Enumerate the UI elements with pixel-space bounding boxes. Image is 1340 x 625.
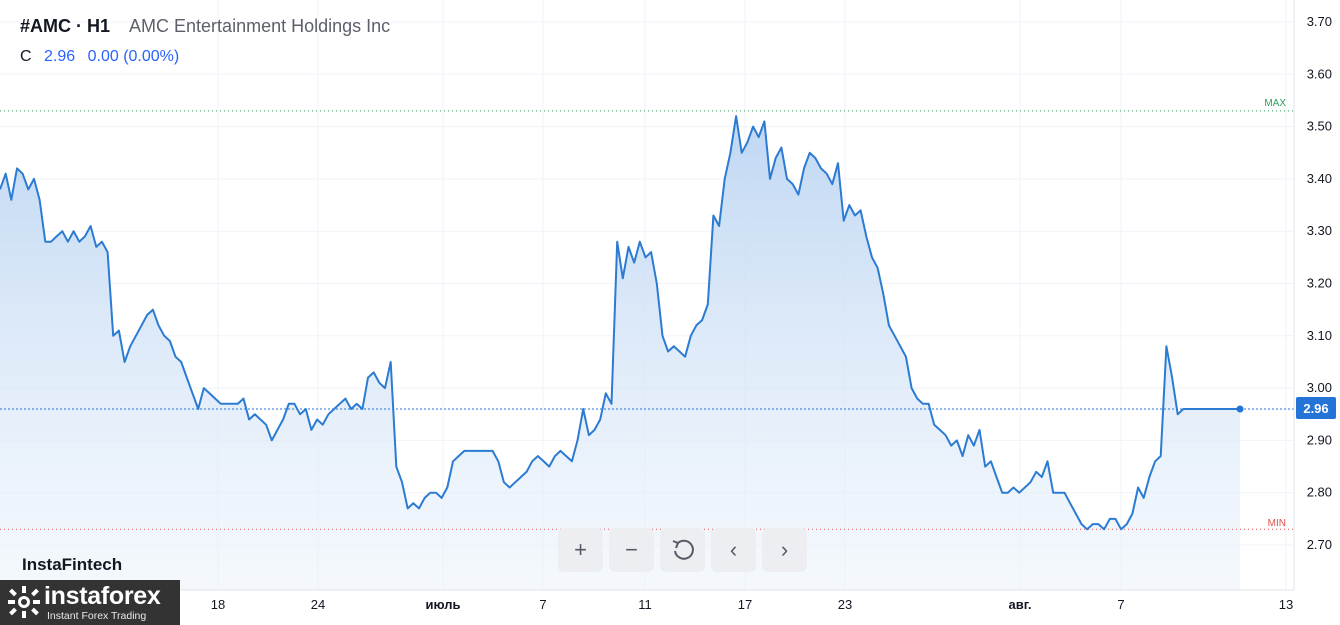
- zoom-in-button[interactable]: +: [558, 528, 603, 572]
- y-tick-label: 2.80: [1307, 485, 1332, 500]
- chart-header: #AMC · H1 AMC Entertainment Holdings Inc: [20, 16, 390, 37]
- reset-icon: [672, 539, 694, 560]
- price-line-series: [0, 115, 1240, 531]
- max-label: MAX: [1264, 98, 1286, 109]
- y-tick-label: 3.70: [1307, 14, 1332, 29]
- x-tick-label: авг.: [1009, 597, 1032, 612]
- instaforex-logo: instaforex Instant Forex Trading: [0, 580, 180, 625]
- change-value: 0.00 (0.00%): [87, 48, 180, 65]
- x-tick-label: 18: [211, 597, 225, 612]
- x-tick-label: 7: [1117, 597, 1124, 612]
- brand-label: InstaFintech: [22, 555, 123, 574]
- x-tick-label: 7: [539, 597, 546, 612]
- zoom-out-button[interactable]: −: [609, 528, 654, 572]
- x-tick-label: 24: [311, 597, 325, 612]
- logo-wordmark: instaforex: [44, 582, 161, 610]
- min-label: MIN: [1268, 518, 1286, 529]
- x-axis-ticks: 18 24 июль 7 11 17 23 авг. 7 13: [211, 597, 1293, 612]
- quote-line: C 2.96 0.00 (0.00%): [20, 48, 179, 66]
- chevron-left-icon: ‹: [729, 537, 738, 562]
- y-tick-label: 2.90: [1307, 432, 1332, 447]
- x-tick-label: 11: [638, 597, 652, 612]
- y-tick-label: 3.60: [1307, 66, 1332, 81]
- x-tick-label: июль: [425, 597, 460, 612]
- y-axis-ticks: 3.70 3.60 3.50 3.40 3.30 3.20 3.10 3.00 2.90 2.80…: [1307, 14, 1332, 552]
- y-tick-label: 3.40: [1307, 171, 1332, 186]
- y-tick-label: 3.00: [1307, 380, 1332, 395]
- scroll-left-button[interactable]: ‹: [711, 528, 756, 572]
- last-price-dot: [1236, 405, 1244, 413]
- y-tick-label: 3.20: [1307, 276, 1332, 291]
- close-value: 2.96: [44, 48, 76, 65]
- y-tick-label: 3.10: [1307, 328, 1332, 343]
- scroll-right-button[interactable]: ›: [762, 528, 807, 572]
- chevron-right-icon: ›: [780, 537, 789, 562]
- reset-button[interactable]: [660, 528, 705, 572]
- y-tick-label: 3.30: [1307, 223, 1332, 238]
- symbol-label: #AMC · H1: [20, 16, 111, 36]
- x-tick-label: 17: [738, 597, 752, 612]
- logo-tagline: Instant Forex Trading: [47, 610, 147, 622]
- current-price-tag: 2.96: [1296, 397, 1336, 419]
- instaforex-logo-icon: [8, 586, 40, 618]
- close-label: C: [20, 48, 32, 65]
- x-tick-label: 13: [1279, 597, 1293, 612]
- chart-toolbar: + − ‹ ›: [558, 528, 807, 572]
- y-tick-label: 2.70: [1307, 537, 1332, 552]
- y-tick-label: 3.50: [1307, 119, 1332, 134]
- price-area: [0, 116, 1240, 590]
- x-tick-label: 23: [838, 597, 852, 612]
- company-name: AMC Entertainment Holdings Inc: [129, 16, 391, 36]
